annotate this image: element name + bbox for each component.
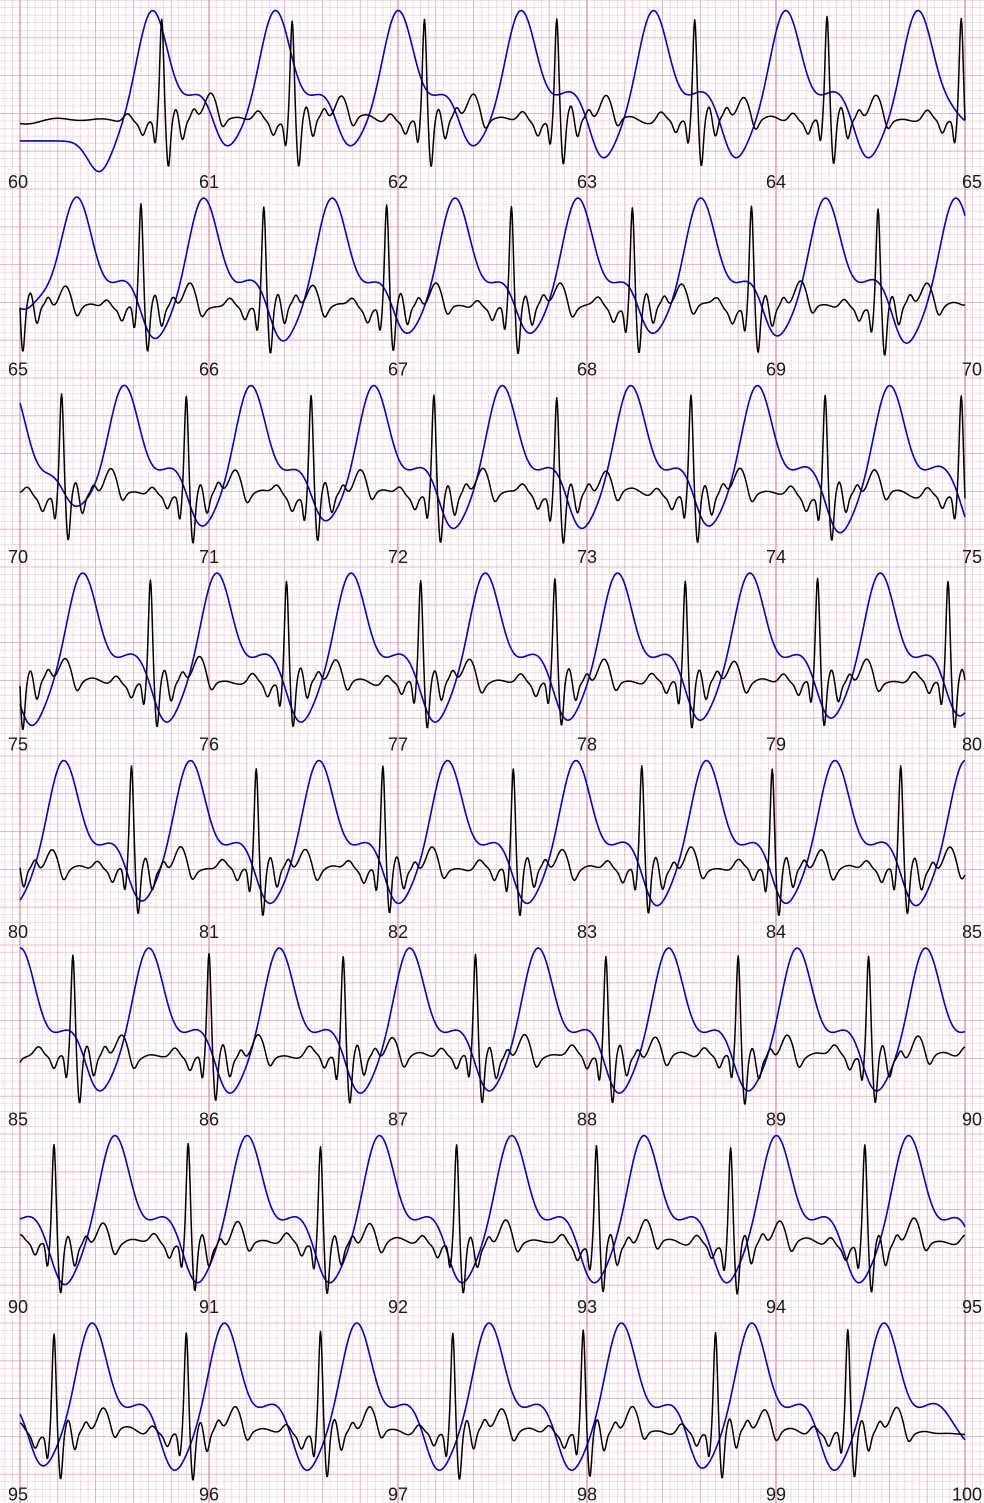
pressure-trace-row-90 xyxy=(19,1134,966,1286)
pressure-trace-row-70 xyxy=(19,384,966,534)
time-label: 65 xyxy=(8,360,28,380)
pressure-trace-row-85 xyxy=(19,947,966,1094)
time-label: 75 xyxy=(962,547,982,567)
time-label: 86 xyxy=(199,1110,219,1130)
ecg-trace-row-75 xyxy=(19,577,966,731)
ecg-trace-row-95 xyxy=(19,1328,966,1481)
time-label: 68 xyxy=(577,360,597,380)
time-label: 85 xyxy=(962,922,982,942)
time-label: 93 xyxy=(577,1297,597,1317)
time-label: 67 xyxy=(388,360,408,380)
time-label: 99 xyxy=(766,1485,786,1503)
time-label: 84 xyxy=(766,922,786,942)
pressure-trace-row-65 xyxy=(19,196,966,344)
time-label: 100 xyxy=(952,1485,982,1503)
pressure-trace-row-95 xyxy=(19,1322,966,1471)
time-label: 66 xyxy=(199,360,219,380)
pressure-trace-row-80 xyxy=(19,759,966,907)
ecg-trace-row-60 xyxy=(19,15,966,167)
ecg-trace-row-80 xyxy=(19,765,966,916)
ecg-trace-row-85 xyxy=(19,952,966,1105)
time-label: 69 xyxy=(766,360,786,380)
time-label: 78 xyxy=(577,735,597,755)
time-label: 90 xyxy=(8,1297,28,1317)
time-label: 88 xyxy=(577,1110,597,1130)
time-label: 79 xyxy=(766,735,786,755)
time-label: 96 xyxy=(199,1485,219,1503)
time-label: 74 xyxy=(766,547,786,567)
time-label: 75 xyxy=(8,735,28,755)
time-label: 63 xyxy=(577,172,597,192)
time-label: 92 xyxy=(388,1297,408,1317)
time-label: 62 xyxy=(388,172,408,192)
time-label: 64 xyxy=(766,172,786,192)
time-label: 95 xyxy=(8,1485,28,1503)
time-label: 89 xyxy=(766,1110,786,1130)
time-label: 73 xyxy=(577,547,597,567)
time-label: 61 xyxy=(199,172,219,192)
time-label: 95 xyxy=(962,1297,982,1317)
ecg-trace-row-70 xyxy=(19,393,966,544)
time-label: 81 xyxy=(199,922,219,942)
time-label: 98 xyxy=(577,1485,597,1503)
time-label: 83 xyxy=(577,922,597,942)
time-label: 60 xyxy=(8,172,28,192)
ecg-trace-row-65 xyxy=(19,203,966,356)
pressure-trace-row-75 xyxy=(19,572,966,727)
time-labels: 60 61 62 63 64 65 65 66 67 68 69 70 70 71 72 73 74 75 75 76… xyxy=(8,172,982,1503)
time-label: 77 xyxy=(388,735,408,755)
traces xyxy=(19,9,966,1481)
grid-second-lines xyxy=(19,0,966,1503)
pressure-trace-row-60 xyxy=(19,9,966,173)
time-label: 91 xyxy=(199,1297,219,1317)
time-label: 97 xyxy=(388,1485,408,1503)
time-label: 72 xyxy=(388,547,408,567)
time-label: 87 xyxy=(388,1110,408,1130)
time-label: 94 xyxy=(766,1297,786,1317)
time-label: 80 xyxy=(962,735,982,755)
ecg-trace-row-90 xyxy=(19,1142,966,1295)
time-label: 80 xyxy=(8,922,28,942)
time-label: 90 xyxy=(962,1110,982,1130)
time-label: 85 xyxy=(8,1110,28,1130)
time-label: 82 xyxy=(388,922,408,942)
time-label: 65 xyxy=(962,172,982,192)
time-label: 70 xyxy=(962,360,982,380)
time-label: 71 xyxy=(199,547,219,567)
time-label: 70 xyxy=(8,547,28,567)
time-label: 76 xyxy=(199,735,219,755)
